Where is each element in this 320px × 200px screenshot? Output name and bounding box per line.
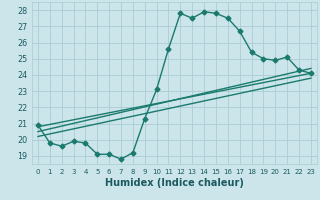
X-axis label: Humidex (Indice chaleur): Humidex (Indice chaleur) — [105, 178, 244, 188]
